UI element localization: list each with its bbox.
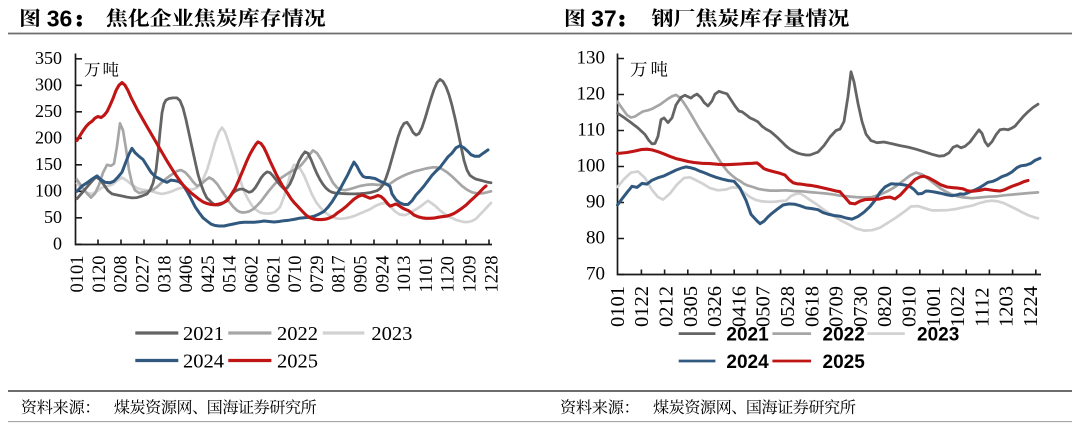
svg-text:0507: 0507	[753, 286, 775, 327]
svg-text:2024: 2024	[726, 352, 769, 373]
svg-text:150: 150	[35, 154, 62, 174]
svg-text:0618: 0618	[801, 286, 823, 327]
svg-text:2023: 2023	[371, 323, 412, 345]
svg-text:2021: 2021	[183, 323, 224, 345]
svg-text:0924: 0924	[373, 256, 393, 293]
svg-text:250: 250	[35, 101, 62, 121]
svg-text:0318: 0318	[155, 256, 175, 293]
svg-text:0120: 0120	[90, 256, 110, 293]
svg-text:0905: 0905	[352, 256, 372, 293]
svg-text:2022: 2022	[277, 323, 318, 345]
svg-text:2023: 2023	[917, 325, 959, 346]
svg-text:1013: 1013	[395, 256, 415, 293]
svg-text:200: 200	[35, 128, 62, 148]
svg-text:1224: 1224	[1020, 286, 1042, 327]
svg-text:120: 120	[577, 83, 606, 104]
svg-text:2022: 2022	[823, 325, 865, 346]
svg-text:0212: 0212	[656, 286, 678, 327]
svg-text:2025: 2025	[823, 352, 866, 373]
svg-text:0101: 0101	[68, 256, 88, 293]
svg-text:0817: 0817	[330, 256, 350, 293]
svg-text:2025: 2025	[277, 350, 318, 372]
svg-text:1022: 1022	[947, 286, 969, 327]
svg-text:0122: 0122	[631, 286, 653, 327]
svg-text:1112: 1112	[971, 288, 993, 327]
svg-text:1228: 1228	[482, 256, 502, 293]
svg-text:0101: 0101	[607, 286, 629, 327]
svg-text:0820: 0820	[874, 286, 896, 327]
svg-text:36: 36	[47, 5, 73, 31]
svg-text:300: 300	[35, 75, 62, 95]
svg-text:0730: 0730	[850, 286, 872, 327]
svg-text:0602: 0602	[243, 256, 263, 293]
svg-text:37: 37	[591, 5, 617, 31]
svg-text:0425: 0425	[199, 256, 219, 293]
svg-text:0406: 0406	[177, 256, 197, 293]
svg-text:0528: 0528	[777, 286, 799, 327]
svg-text:70: 70	[586, 263, 605, 284]
svg-text:130: 130	[577, 47, 606, 68]
svg-text:0514: 0514	[221, 256, 241, 293]
svg-text:50: 50	[44, 207, 62, 227]
svg-text:0910: 0910	[899, 286, 921, 327]
svg-text:0305: 0305	[680, 286, 702, 327]
svg-text:80: 80	[586, 227, 605, 248]
svg-text:0208: 0208	[112, 256, 132, 293]
svg-text:0227: 0227	[134, 256, 154, 293]
svg-text:1120: 1120	[439, 256, 459, 292]
svg-text:100: 100	[35, 181, 62, 201]
svg-text:0621: 0621	[264, 256, 284, 293]
svg-text:0326: 0326	[704, 286, 726, 327]
svg-text:0709: 0709	[826, 286, 848, 327]
svg-text:350: 350	[35, 48, 62, 68]
svg-text:110: 110	[577, 119, 605, 140]
svg-text:0: 0	[53, 234, 62, 254]
svg-text:0729: 0729	[308, 256, 328, 293]
svg-text:1001: 1001	[923, 286, 945, 327]
svg-text:90: 90	[586, 191, 605, 212]
svg-text:1101: 1101	[417, 256, 437, 292]
svg-text:1209: 1209	[461, 256, 481, 293]
svg-text:0416: 0416	[728, 286, 750, 327]
svg-text:1203: 1203	[996, 286, 1018, 327]
svg-text:2024: 2024	[183, 350, 224, 372]
svg-text:0710: 0710	[286, 256, 306, 293]
svg-text:2021: 2021	[726, 325, 769, 346]
svg-text:100: 100	[577, 155, 606, 176]
